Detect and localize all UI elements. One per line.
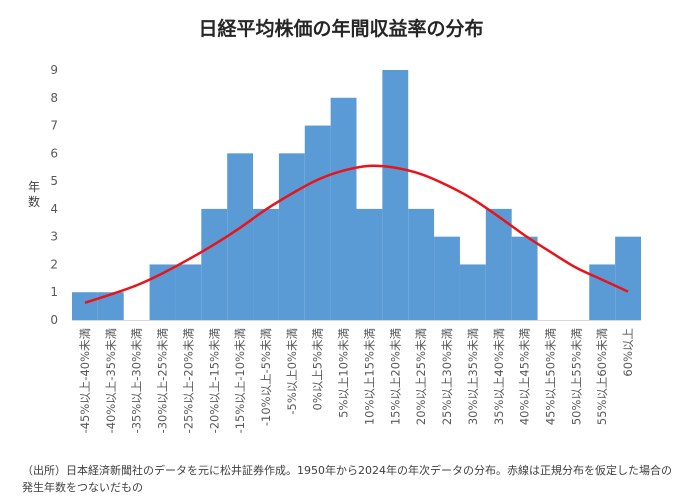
bar [434,236,460,320]
source-note: （出所）日本経済新聞社のデータを元に松井証券作成。1950年から2024年の年次… [22,464,672,494]
x-tick-label: 20%以上25%未満 [414,328,428,425]
y-tick-label: 0 [50,313,58,327]
bar [72,292,98,320]
x-tick-label: -40%以上-35%未満 [104,328,118,433]
bar [511,236,538,320]
bar [304,125,331,320]
x-tick-label: -30%以上-25%未満 [156,328,170,433]
x-tick-label: -20%以上-15%未満 [207,328,221,433]
y-tick-label: 6 [50,146,58,160]
bar-series [72,70,641,321]
x-tick-label: 60%以上 [621,328,635,377]
y-tick-label: 1 [50,285,58,299]
x-axis-tick-labels: -45%以上-40%未満 -40%以上-35%未満 -35%以上-30%未満 -30%… [78,328,635,433]
bar [227,153,254,320]
y-tick-label: 9 [50,63,58,77]
x-tick-label: -25%以上-20%未満 [181,328,195,433]
bar [589,264,616,320]
x-tick-label: -10%以上-5%未満 [259,328,273,426]
y-tick-label: 5 [50,174,58,188]
y-tick-label: 7 [50,119,58,133]
x-tick-label: 25%以上30%未満 [440,328,454,425]
bar [330,97,357,321]
bar [408,208,435,320]
x-tick-label: -35%以上-30%未満 [130,328,144,433]
x-tick-label: -45%以上-40%未満 [78,328,92,433]
bar [175,264,202,320]
x-tick-label: 30%以上35%未満 [466,328,480,425]
x-tick-label: 0%以上5%未満 [311,328,325,411]
bar [382,70,409,320]
y-tick-label: 2 [50,257,58,271]
bar [201,208,228,320]
x-tick-label: 35%以上40%未満 [492,328,506,425]
x-tick-label: -5%以上0%未満 [285,328,299,415]
x-tick-label: 15%以上20%未満 [388,328,402,425]
y-tick-label: 4 [50,202,58,216]
bar [615,236,641,320]
x-tick-label: 50%以上55%未満 [569,328,583,425]
bar [356,208,383,320]
x-tick-label: 10%以上15%未満 [362,328,376,425]
x-tick-label: 55%以上60%未満 [595,328,609,425]
bar [485,208,512,320]
bar [459,264,486,320]
bar [278,153,305,320]
y-axis-label: 年数 [27,180,40,209]
chart-title: 日経平均株価の年間収益率の分布 [198,18,484,40]
y-axis-ticks: 0 1 2 3 4 5 6 7 8 9 [50,63,58,327]
bar [253,208,279,320]
y-tick-label: 8 [50,91,58,105]
x-tick-label: 45%以上50%未満 [543,328,557,425]
x-tick-label: 40%以上45%未満 [518,328,532,425]
x-tick-label: 5%以上10%未満 [337,328,351,418]
normal-distribution-line [84,164,629,304]
y-tick-label: 3 [50,230,58,244]
x-tick-label: -15%以上-10%未満 [233,328,247,433]
